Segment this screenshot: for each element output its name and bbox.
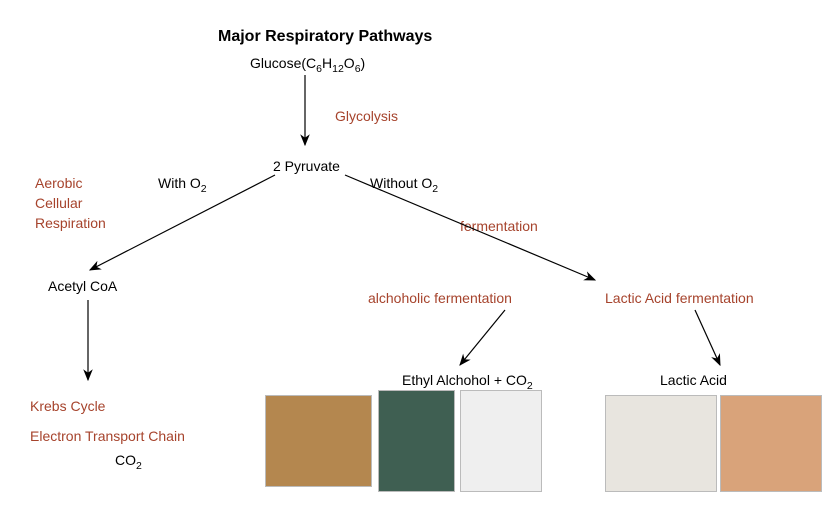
node-acetyl-coa: Acetyl CoA	[48, 278, 117, 294]
label-respiration: Respiration	[35, 215, 106, 231]
without-o2-text: Without O	[370, 175, 432, 191]
with-o2-text: With O	[158, 175, 201, 191]
node-pyruvate: 2 Pyruvate	[273, 158, 340, 174]
with-o2-sub: 2	[201, 183, 207, 195]
label-etc: Electron Transport Chain	[30, 428, 185, 444]
label-alcoholic-fermentation: alchoholic fermentation	[368, 290, 512, 306]
glucose-h: H	[322, 55, 332, 71]
fuelpump-photo	[378, 390, 455, 492]
label-aerobic: Aerobic	[35, 175, 82, 191]
label-with-o2: With O2	[158, 175, 207, 195]
bread-photo	[265, 395, 372, 487]
glucose-o: O	[344, 55, 355, 71]
node-co2: CO2	[115, 452, 142, 472]
wine-photo	[460, 390, 542, 492]
label-glycolysis: Glycolysis	[335, 108, 398, 124]
glucose-sub2: 12	[332, 63, 344, 75]
node-ethyl-alcohol: Ethyl Alchohol + CO2	[402, 372, 533, 392]
ethyl-text: Ethyl Alchohol + CO	[402, 372, 527, 388]
node-lactic-acid: Lactic Acid	[660, 372, 727, 388]
label-without-o2: Without O2	[370, 175, 438, 195]
diagram-title: Major Respiratory Pathways	[218, 28, 432, 46]
glucose-close: )	[361, 55, 366, 71]
cheese-photo	[605, 395, 717, 492]
muscle-photo	[720, 395, 822, 492]
label-fermentation: fermentation	[460, 218, 538, 234]
node-glucose: Glucose(C6H12O6)	[250, 55, 365, 75]
arrow-4	[460, 310, 505, 365]
without-o2-sub: 2	[432, 183, 438, 195]
label-cellular: Cellular	[35, 195, 82, 211]
label-lactic-fermentation: Lactic Acid fermentation	[605, 290, 754, 306]
co2-sub: 2	[136, 460, 142, 472]
co2-text: CO	[115, 452, 136, 468]
glucose-text: Glucose(C	[250, 55, 316, 71]
label-krebs-cycle: Krebs Cycle	[30, 398, 105, 414]
arrow-5	[695, 310, 720, 365]
